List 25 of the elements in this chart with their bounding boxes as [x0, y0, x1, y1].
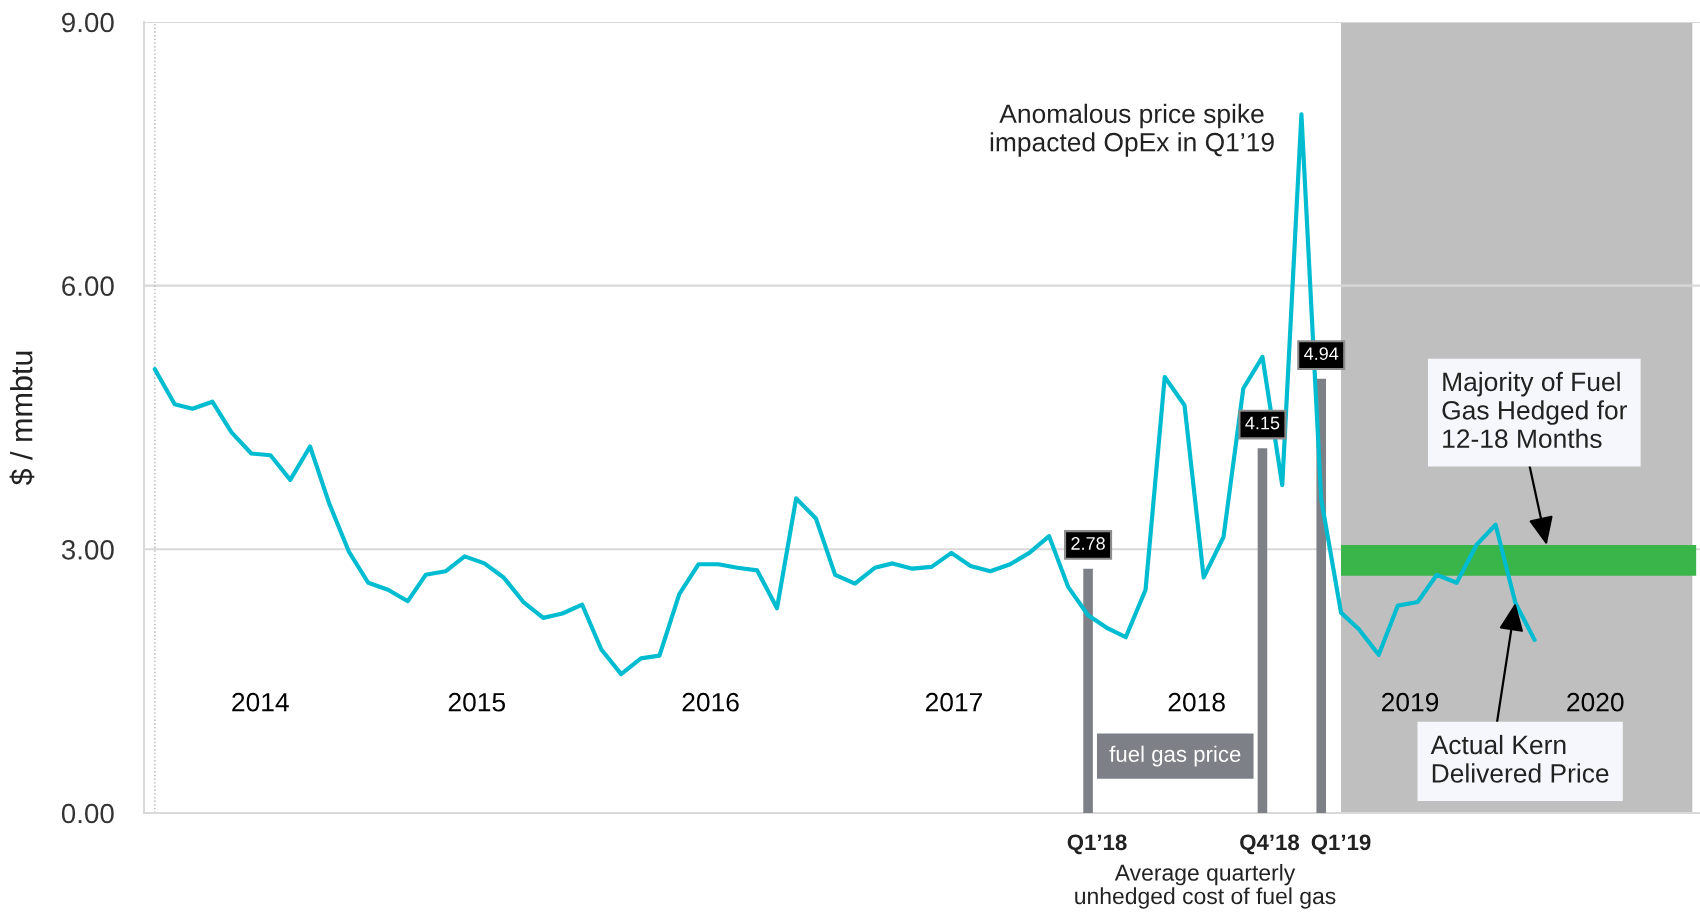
bar: [1083, 568, 1093, 813]
annotation: Q1’18: [1067, 834, 1127, 855]
text: Average quarterly unhedged cost of fuel gas: [1075, 864, 1336, 909]
x-tick-label: 2016: [682, 692, 739, 712]
x-tick-label: 2015: [448, 692, 506, 712]
annotation: Q4’18: [1240, 834, 1300, 855]
data-label: 4.15: [1245, 416, 1280, 430]
y-tick-label: 6.00: [62, 276, 114, 297]
bar: [1257, 448, 1268, 813]
annotation: Majority of Fuel Gas Hedged for 12-18 Months: [1442, 371, 1627, 449]
x-tick-label: 2020: [1567, 692, 1624, 712]
data-label: 2.78: [1071, 537, 1105, 550]
y-tick-label: 3.00: [61, 540, 114, 560]
x-tick-label: 2019: [1381, 692, 1439, 712]
annotation: Actual Kern Delivered Price: [1430, 734, 1609, 783]
y-axis-title: $ / mmbtu: [9, 351, 35, 486]
x-tick-label: 2014: [232, 692, 289, 712]
series-label: fuel gas price: [1109, 745, 1241, 767]
x-tick-label: 2018: [1168, 692, 1225, 712]
y-tick-label: 0.00: [61, 803, 114, 824]
data-label: 4.94: [1304, 347, 1339, 360]
annotation: Anomalous price spike impacted OpEx in Q1’19: [990, 103, 1274, 157]
annotation: Q1’19: [1311, 834, 1371, 855]
y-tick-label: 9.00: [62, 12, 114, 33]
x-tick-label: 2017: [925, 692, 982, 712]
